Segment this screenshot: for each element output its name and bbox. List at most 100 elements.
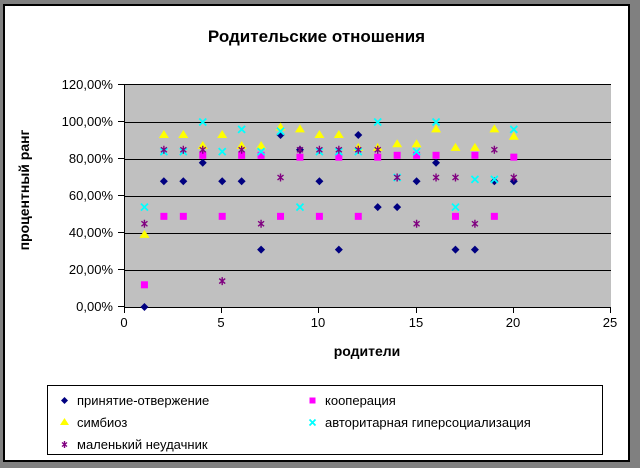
y-axis-tick-mark (118, 269, 124, 270)
legend-label: маленький неудачник (77, 436, 208, 452)
square-marker-icon (490, 212, 498, 220)
asterisk-marker-icon (199, 145, 207, 154)
x-marker-icon (256, 147, 266, 156)
asterisk-marker-icon (374, 145, 382, 154)
square-marker-icon (432, 151, 440, 159)
square-marker-icon (257, 151, 265, 159)
x-marker-icon (451, 202, 460, 212)
diamond-marker-icon (432, 158, 441, 167)
asterisk-marker-icon (510, 173, 518, 182)
legend-item: кооперация (306, 390, 396, 410)
gridline (125, 196, 611, 197)
asterisk-marker-icon (432, 173, 440, 182)
x-axis-tick-label: 0 (120, 315, 128, 330)
diamond-marker-icon (393, 203, 402, 212)
x-marker-icon (295, 202, 305, 212)
triangle-marker-icon (139, 229, 150, 238)
diamond-marker-icon (140, 303, 149, 311)
triangle-marker-icon (411, 139, 422, 148)
square-marker-icon (354, 212, 362, 220)
x-axis-title: родители (333, 343, 401, 359)
asterisk-marker-icon (140, 219, 148, 228)
x-marker-icon (412, 147, 421, 156)
asterisk-marker-icon (61, 440, 68, 448)
square-marker-icon (413, 151, 421, 159)
x-axis-tick-label: 5 (217, 315, 225, 330)
asterisk-marker-icon (218, 277, 226, 286)
legend-item: симбиоз (58, 412, 127, 432)
square-marker-icon (238, 151, 246, 159)
triangle-marker-icon (178, 129, 189, 138)
diamond-marker-icon (315, 177, 324, 186)
square-marker-icon (160, 212, 168, 220)
chart-frame: Родительские отношения процентный ранг 1… (3, 4, 630, 462)
legend-marker (308, 418, 317, 426)
legend-marker (60, 417, 69, 425)
y-axis-tick-label: 60,00% (68, 188, 113, 203)
x-marker-icon (470, 175, 480, 184)
y-axis-tick-mark (118, 158, 124, 159)
asterisk-marker-icon (296, 145, 304, 154)
triangle-marker-icon (314, 129, 325, 138)
x-marker-icon (276, 127, 285, 136)
legend-item: авторитарная гиперсоциализация (306, 412, 531, 432)
x-axis-tick-mark (221, 308, 222, 313)
asterisk-marker-icon (315, 145, 323, 154)
diamond-marker-icon (490, 177, 499, 186)
legend-item: маленький неудачник (58, 434, 208, 454)
asterisk-marker-icon (179, 145, 187, 154)
triangle-marker-icon (217, 129, 228, 138)
asterisk-marker-icon (335, 145, 343, 154)
y-axis-tick-mark (118, 84, 124, 85)
gridline (125, 159, 611, 160)
asterisk-marker-icon (257, 219, 265, 228)
triangle-marker-icon (508, 131, 519, 140)
legend-label: симбиоз (77, 414, 128, 430)
triangle-marker-icon (60, 417, 69, 425)
square-marker-icon (335, 153, 343, 161)
triangle-marker-icon (256, 141, 267, 150)
gridline (125, 270, 611, 271)
triangle-marker-icon (294, 124, 305, 133)
asterisk-marker-icon (490, 145, 498, 154)
asterisk-marker-icon (452, 173, 459, 182)
x-marker-icon (431, 117, 441, 127)
diamond-marker-icon (373, 203, 382, 212)
diamond-marker-icon (237, 177, 246, 186)
diamond-marker-icon (451, 245, 460, 254)
diamond-marker-icon (179, 177, 188, 186)
asterisk-marker-icon (393, 173, 401, 182)
diamond-marker-icon (61, 396, 68, 404)
triangle-marker-icon (450, 142, 461, 151)
legend-label: кооперация (325, 392, 396, 408)
y-axis-tick-label: 100,00% (61, 114, 113, 129)
y-axis-tick-label: 0,00% (76, 299, 113, 314)
diamond-marker-icon (257, 245, 266, 254)
x-marker-icon (373, 117, 382, 127)
square-marker-icon (510, 153, 518, 161)
square-marker-icon (451, 212, 459, 220)
diamond-marker-icon (159, 177, 168, 186)
y-axis-tick-mark (118, 306, 124, 307)
asterisk-marker-icon (238, 145, 246, 154)
legend-marker (309, 397, 316, 403)
chart-title: Родительские отношения (207, 27, 426, 46)
plot-area (124, 84, 611, 311)
legend-label: авторитарная гиперсоциализация (325, 414, 531, 430)
legend-marker (61, 396, 68, 404)
square-marker-icon (393, 151, 401, 159)
square-marker-icon (218, 212, 226, 220)
triangle-marker-icon (158, 129, 169, 138)
x-axis-tick-mark (513, 308, 514, 313)
square-marker-icon (315, 212, 323, 220)
square-marker-icon (199, 151, 207, 159)
triangle-marker-icon (392, 139, 403, 148)
x-axis-tick-mark (416, 308, 417, 313)
legend: принятие-отвержение симбиоз маленький неуд… (47, 385, 603, 455)
square-marker-icon (277, 212, 285, 220)
x-marker-icon (490, 175, 499, 184)
legend-item: принятие-отвержение (58, 390, 209, 410)
legend-label: принятие-отвержение (77, 392, 210, 408)
square-marker-icon (179, 212, 187, 220)
legend-marker (61, 440, 68, 448)
